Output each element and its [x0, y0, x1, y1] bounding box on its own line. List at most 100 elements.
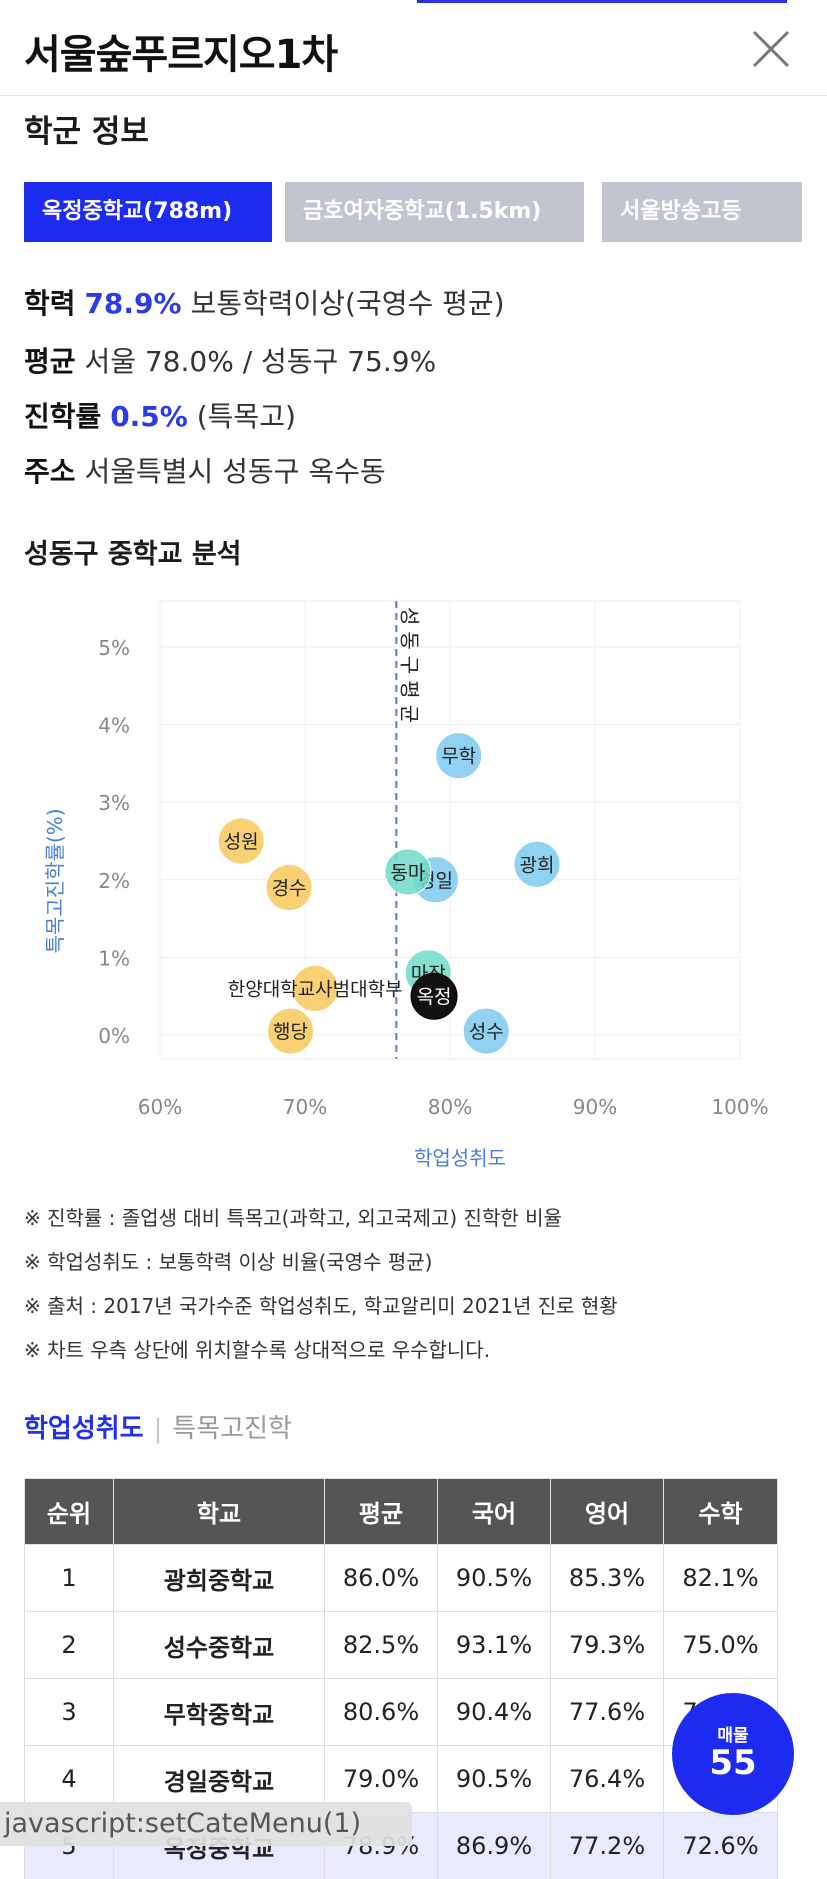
table-header-row: 순위 학교 평균 국어 영어 수학	[24, 1478, 778, 1545]
point-marker	[513, 840, 561, 888]
cell-math: 72.6%	[663, 1812, 778, 1879]
note-achievement: ※ 학업성취도 : 보통학력 이상 비율(국영수 평균)	[24, 1250, 433, 1274]
point-label: 성수	[469, 1021, 504, 1043]
cell-english: 85.3%	[550, 1544, 664, 1612]
close-button[interactable]	[748, 26, 794, 72]
school-tabs: 옥정중학교(788m) 금호여자중학교(1.5km) 서울방송고등	[24, 182, 827, 242]
cell-math: 82.1%	[663, 1544, 778, 1612]
cell-english: 77.2%	[550, 1812, 664, 1879]
listings-fab-button[interactable]: 매물 55	[672, 1693, 794, 1815]
cell-school: 광희중학교	[113, 1544, 325, 1612]
cell-average: 80.6%	[324, 1678, 438, 1746]
point-marker	[462, 1007, 510, 1055]
cell-korean: 90.5%	[437, 1544, 551, 1612]
subtab-special-school[interactable]: 특목고진학	[172, 1414, 292, 1444]
tab-school-3[interactable]: 서울방송고등	[602, 182, 802, 242]
notes: ※ 진학률 : 졸업생 대비 특목고(과학고, 외고국제고) 진학한 비율 ※ …	[24, 1196, 814, 1372]
header-rank: 순위	[24, 1478, 114, 1545]
cell-math: 75.0%	[663, 1611, 778, 1679]
header-school: 학교	[113, 1478, 325, 1545]
average-line: 평균 서울 78.0% / 성동구 75.9%	[24, 340, 436, 380]
ability-desc: 보통학력이상(국영수 평균)	[190, 287, 505, 320]
y-tick-label: 0%	[98, 1024, 130, 1048]
fab-label: 매물	[717, 1726, 749, 1746]
top-accent-bar	[417, 0, 787, 3]
point-label: 무학	[441, 746, 476, 768]
data-point-행당: 행당	[267, 1007, 314, 1055]
data-point-동마: 동마	[384, 848, 432, 896]
point-label: 경수	[272, 878, 307, 900]
point-label: 옥정	[417, 986, 452, 1008]
y-tick-label: 5%	[98, 636, 130, 660]
x-tick-label: 90%	[573, 1095, 617, 1119]
advance-line: 진학률 0.5% (특목고)	[24, 395, 296, 435]
data-point-옥정: 옥정	[410, 972, 458, 1020]
ability-value: 78.9%	[84, 287, 182, 320]
note-source: ※ 출처 : 2017년 국가수준 학업성취도, 학교알리미 2021년 진로 …	[24, 1294, 618, 1318]
header: 서울숲푸르지오1차	[0, 0, 827, 96]
header-english: 영어	[550, 1478, 664, 1545]
y-axis-label: 특목고진학률(%)	[43, 808, 67, 953]
page-title: 서울숲푸르지오1차	[24, 32, 338, 78]
data-point-성수: 성수	[462, 1007, 510, 1055]
point-marker	[291, 964, 339, 1012]
data-point-한양대학교사범대학부: 한양대학교사범대학부	[228, 964, 403, 1012]
x-tick-label: 80%	[428, 1095, 472, 1119]
average-value: 서울 78.0% / 성동구 75.9%	[84, 345, 437, 378]
point-label: 동마	[390, 862, 425, 884]
header-math: 수학	[663, 1478, 778, 1545]
x-tick-label: 70%	[283, 1095, 327, 1119]
table-row: 1 광희중학교 86.0% 90.5% 85.3% 82.1%	[24, 1544, 778, 1612]
note-chart-guide: ※ 차트 우측 상단에 위치할수록 상대적으로 우수합니다.	[24, 1338, 491, 1362]
average-label: 평균	[24, 345, 76, 378]
point-marker	[435, 732, 483, 780]
point-label: 광희	[520, 854, 555, 876]
reference-line-label: 성동구평균	[397, 607, 421, 729]
cell-school: 무학중학교	[113, 1678, 325, 1746]
address-line: 주소 서울특별시 성동구 옥수동	[24, 450, 386, 490]
advance-desc: (특목고)	[196, 400, 296, 433]
ability-label: 학력	[24, 287, 76, 320]
cell-korean: 93.1%	[437, 1611, 551, 1679]
tab-school-1[interactable]: 옥정중학교(788m)	[24, 182, 272, 242]
data-point-광희: 광희	[513, 840, 561, 888]
data-point-무학: 무학	[435, 732, 483, 780]
cell-korean: 86.9%	[437, 1812, 551, 1879]
y-tick-label: 4%	[98, 714, 130, 738]
point-label: 성원	[224, 831, 259, 853]
ability-line: 학력 78.9% 보통학력이상(국영수 평균)	[24, 282, 505, 322]
address-label: 주소	[24, 455, 76, 488]
point-marker	[410, 972, 458, 1020]
chart-svg: 0% 1% 2% 3% 4% 5% 60% 70% 80% 90% 100% 학업성취도 특목고진학률(…	[43, 600, 769, 1170]
cell-average: 79.0%	[324, 1745, 438, 1813]
x-tick-label: 100%	[711, 1095, 768, 1119]
x-tick-label: 60%	[138, 1095, 182, 1119]
cell-school: 성수중학교	[113, 1611, 325, 1679]
y-tick-label: 2%	[98, 869, 130, 893]
header-korean: 국어	[437, 1478, 551, 1545]
table-row: 3 무학중학교 80.6% 90.4% 77.6% 73.8%	[24, 1678, 778, 1746]
point-marker	[265, 864, 313, 912]
data-point-성원: 성원	[217, 817, 265, 865]
cell-english: 76.4%	[550, 1745, 664, 1813]
subtab-achievement[interactable]: 학업성취도	[24, 1414, 144, 1444]
fab-count: 55	[709, 1743, 757, 1783]
note-advance-rate: ※ 진학률 : 졸업생 대비 특목고(과학고, 외고국제고) 진학한 비율	[24, 1206, 562, 1230]
close-icon[interactable]	[748, 26, 794, 72]
table-row: 2 성수중학교 82.5% 93.1% 79.3% 75.0%	[24, 1611, 778, 1679]
tab-school-2[interactable]: 금호여자중학교(1.5km)	[285, 182, 584, 242]
point-marker	[267, 1007, 314, 1055]
cell-rank: 2	[24, 1611, 114, 1679]
browser-status-bar: javascript:setCateMenu(1)	[0, 1802, 412, 1846]
cell-average: 86.0%	[324, 1544, 438, 1612]
point-marker	[384, 848, 432, 896]
cell-korean: 90.4%	[437, 1678, 551, 1746]
cell-average: 82.5%	[324, 1611, 438, 1679]
point-label: 행당	[273, 1021, 308, 1043]
address-value: 서울특별시 성동구 옥수동	[84, 455, 386, 488]
cell-english: 79.3%	[550, 1611, 664, 1679]
analysis-title: 성동구 중학교 분석	[24, 539, 242, 570]
header-average: 평균	[324, 1478, 438, 1545]
cell-english: 77.6%	[550, 1678, 664, 1746]
y-tick-label: 1%	[98, 946, 130, 970]
